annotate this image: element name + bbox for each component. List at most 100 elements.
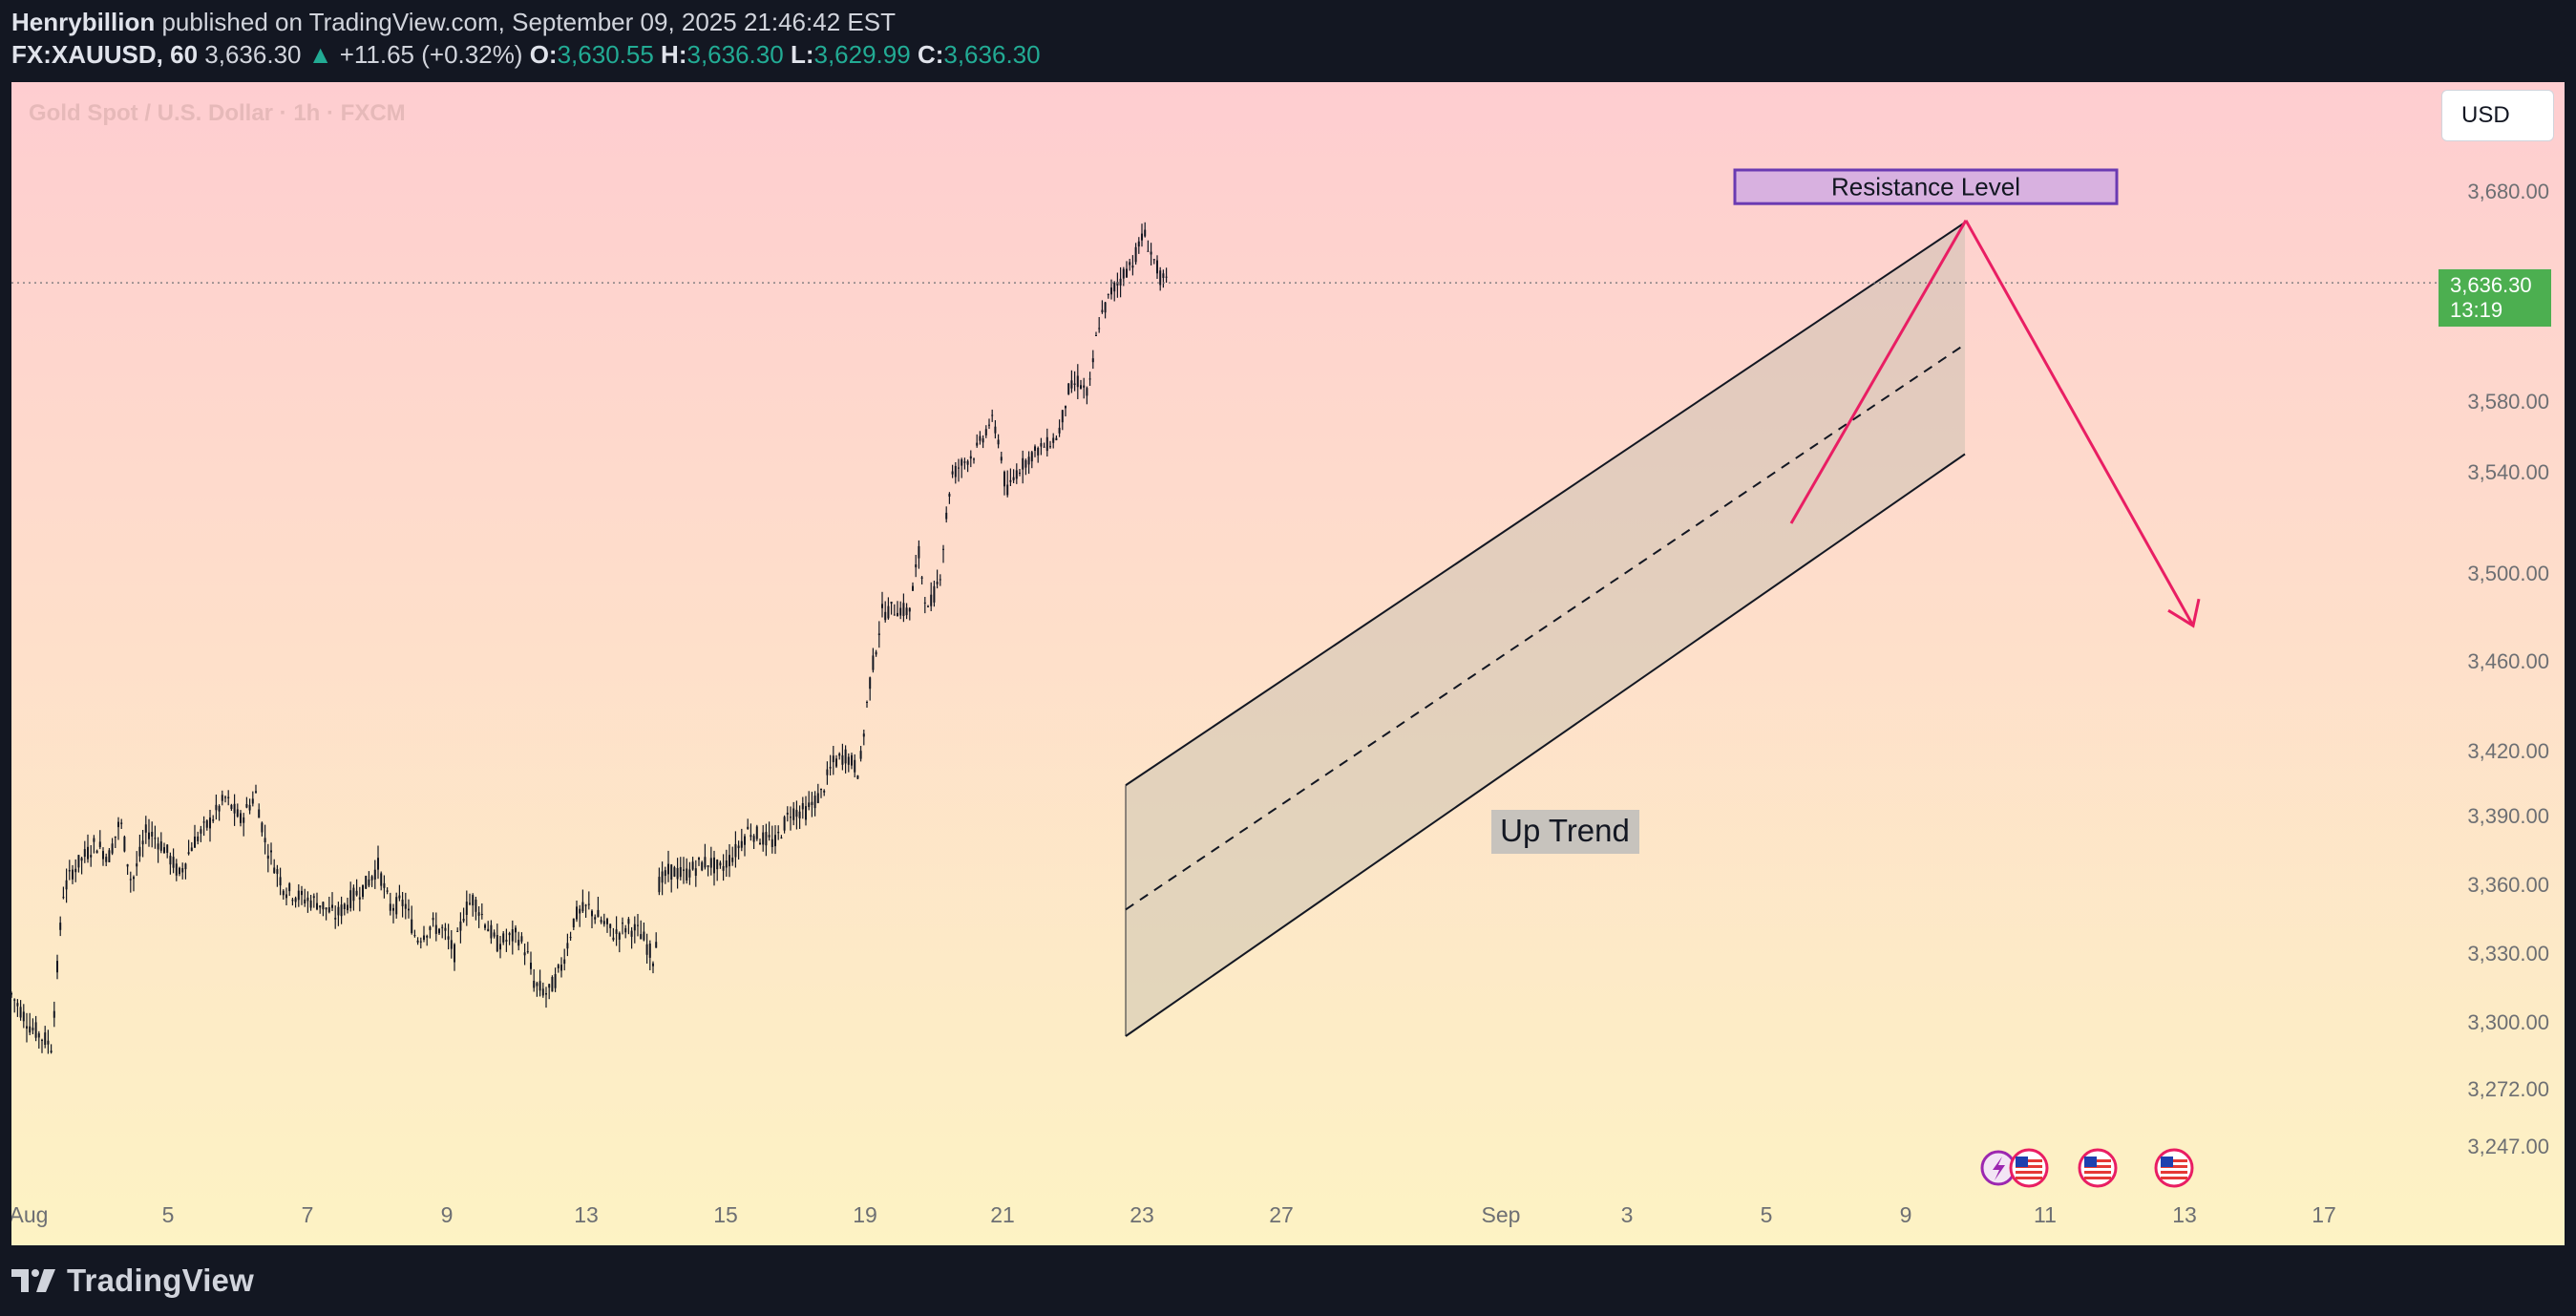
candle-body xyxy=(472,895,475,906)
us-flag-icon[interactable] xyxy=(2154,1148,2194,1188)
candle-body xyxy=(13,999,16,1001)
candle-body xyxy=(566,943,569,949)
candle-body xyxy=(261,822,264,833)
candle-body xyxy=(398,895,401,899)
candle-body xyxy=(493,932,496,937)
author-name[interactable]: Henrybillion xyxy=(11,8,156,36)
candle-body xyxy=(838,754,841,756)
candle-body xyxy=(236,809,239,817)
candle-body xyxy=(1113,282,1116,292)
high-label: H: xyxy=(661,40,687,69)
candle-body xyxy=(813,796,816,809)
chart-area[interactable]: Gold Spot / U.S. Dollar · 1h · FXCM Resi… xyxy=(11,82,2565,1245)
open-label: O: xyxy=(529,40,558,69)
candle-body xyxy=(719,862,722,866)
price-chart[interactable]: Gold Spot / U.S. Dollar · 1h · FXCM Resi… xyxy=(11,82,2565,1245)
candle-body xyxy=(557,965,560,968)
candle-body xyxy=(243,817,245,823)
candle-body xyxy=(190,847,193,851)
candle-body xyxy=(820,789,822,791)
candle-body xyxy=(1088,378,1091,380)
candle-body xyxy=(517,940,520,946)
candle-body xyxy=(520,936,523,942)
candle-body xyxy=(34,1022,37,1038)
candle-body xyxy=(982,438,984,443)
time-tick-label: 23 xyxy=(1130,1202,1154,1227)
candle-body xyxy=(105,857,108,862)
candle-body xyxy=(16,1003,19,1007)
candle-body xyxy=(538,981,541,991)
candle-body xyxy=(936,582,939,584)
low-label: L: xyxy=(790,40,814,69)
projection-arrows[interactable] xyxy=(1789,220,2201,628)
tradingview-logo[interactable]: TradingView xyxy=(11,1263,254,1299)
candle-body xyxy=(655,942,658,948)
candle-body xyxy=(377,858,379,870)
candle-body xyxy=(74,868,77,873)
candle-body xyxy=(1030,452,1033,462)
candle-body xyxy=(664,870,666,877)
channel-lower-line[interactable] xyxy=(1125,453,1966,1037)
time-tick-label: 7 xyxy=(302,1202,314,1227)
candle-body xyxy=(266,855,269,860)
resistance-rect[interactable] xyxy=(1733,168,2119,205)
us-flag-icon[interactable] xyxy=(2009,1148,2049,1188)
price-axis[interactable]: 3,680.00 3,580.00 3,540.00 3,500.00 3,460.00… xyxy=(2467,180,2549,1158)
candle-body xyxy=(484,924,486,928)
candle-body xyxy=(1129,262,1131,265)
candle-body xyxy=(87,846,89,860)
candle-body xyxy=(966,460,969,465)
currency-button[interactable]: USD xyxy=(2441,90,2554,141)
candle-body xyxy=(606,919,608,924)
candle-body xyxy=(792,808,795,820)
candle-body xyxy=(1134,246,1137,263)
time-axis[interactable]: Aug 5 7 9 13 15 19 21 23 27 Sep 3 5 9 11 13 17 xyxy=(11,1202,2336,1227)
candle-body xyxy=(515,927,517,933)
resistance-zone[interactable]: Resistance Level xyxy=(1733,168,2119,205)
us-flag-icon[interactable] xyxy=(2078,1148,2118,1188)
candle-body xyxy=(343,903,346,909)
candle-body xyxy=(728,855,730,867)
candle-body xyxy=(624,927,627,933)
candle-body xyxy=(312,896,315,899)
candle-body xyxy=(713,857,715,874)
channel-upper-line[interactable] xyxy=(1125,222,1966,787)
close-value: 3,636.30 xyxy=(943,40,1041,69)
lightning-icon[interactable] xyxy=(1980,1150,2016,1186)
candle-body xyxy=(288,883,291,892)
time-tick-label: Sep xyxy=(1482,1202,1521,1227)
candle-body xyxy=(627,919,630,924)
candle-body xyxy=(1119,278,1122,286)
up-trend-annotation[interactable]: Up Trend xyxy=(1491,810,1639,854)
candle-body xyxy=(358,897,361,900)
candle-body xyxy=(1150,251,1152,255)
candle-body xyxy=(877,633,880,635)
impulse-arrow-line[interactable] xyxy=(1789,220,1968,524)
candle-body xyxy=(224,796,226,798)
economic-events[interactable] xyxy=(1980,1148,2194,1188)
candle-body xyxy=(487,928,490,932)
projection-arrow-line[interactable] xyxy=(1964,220,2195,626)
last-price-badge[interactable]: 3,636.30 13:19 xyxy=(2439,269,2551,327)
close-label: C: xyxy=(917,40,944,69)
price-tick-label: 3,390.00 xyxy=(2467,804,2549,828)
candle-body xyxy=(50,1051,53,1052)
candle-body xyxy=(276,869,279,875)
high-value: 3,636.30 xyxy=(686,40,784,69)
candle-body xyxy=(979,435,982,441)
candle-body xyxy=(148,832,150,839)
candle-body xyxy=(1091,358,1094,363)
candle-body xyxy=(541,988,544,996)
candle-body xyxy=(202,821,205,823)
candle-body xyxy=(72,869,74,880)
candle-body xyxy=(526,951,529,953)
candle-body xyxy=(352,887,355,902)
time-tick-label: 3 xyxy=(1621,1202,1634,1227)
candle-body xyxy=(795,810,798,817)
channel-mid-line[interactable] xyxy=(1125,343,1966,911)
parallel-channel[interactable] xyxy=(1125,222,1966,1037)
candle-body xyxy=(740,840,743,848)
candle-body xyxy=(594,917,597,920)
candle-body xyxy=(661,871,664,883)
price-tick-label: 3,680.00 xyxy=(2467,180,2549,203)
